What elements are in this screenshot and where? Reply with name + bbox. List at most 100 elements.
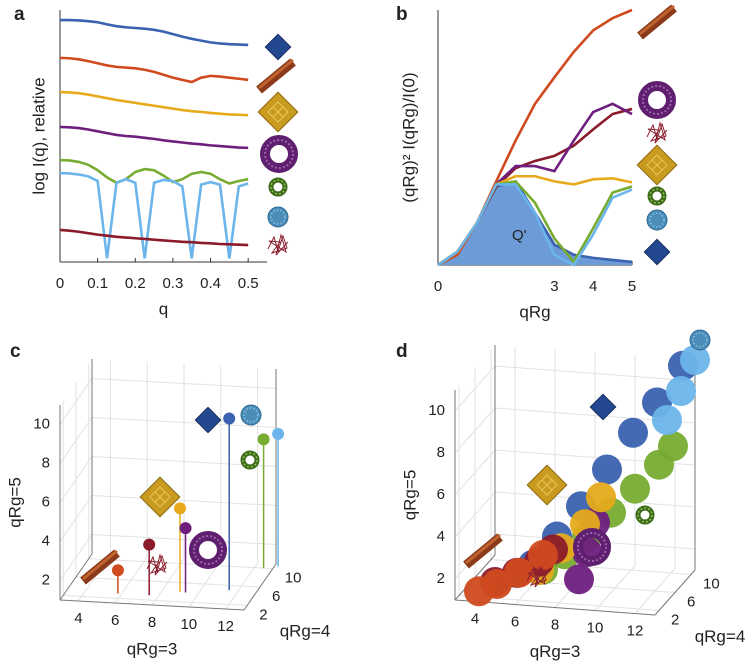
x-tick-label: 0.3 bbox=[162, 275, 183, 292]
point bbox=[658, 431, 688, 462]
shape-icon bbox=[265, 140, 293, 168]
point bbox=[504, 557, 534, 588]
y-axis-label: qRg=4 bbox=[280, 621, 331, 640]
x-tick-label: 3 bbox=[550, 278, 558, 295]
x-tick-label: 0.4 bbox=[200, 275, 221, 292]
shape-icon bbox=[638, 508, 652, 522]
grid-line bbox=[91, 534, 277, 545]
y-axis-label: log I(q), relative bbox=[29, 77, 48, 194]
y-tick-label: 10 bbox=[703, 575, 720, 592]
point bbox=[272, 427, 285, 440]
line bbox=[60, 18, 249, 47]
point bbox=[586, 482, 616, 513]
x-tick-label: 6 bbox=[511, 613, 519, 630]
x-tick-label: 12 bbox=[627, 622, 644, 639]
annotation: Q' bbox=[512, 227, 527, 244]
shape-icon bbox=[650, 189, 664, 203]
axis-box bbox=[654, 569, 696, 616]
z-tick-label: 8 bbox=[42, 454, 50, 471]
shape-icon bbox=[267, 206, 289, 228]
x-tick-label: 4 bbox=[471, 610, 479, 627]
point bbox=[174, 502, 186, 515]
x-tick-label: 0 bbox=[434, 278, 442, 295]
x-axis-label: qRg=3 bbox=[530, 642, 581, 661]
grid-line bbox=[91, 417, 277, 428]
x-tick-label: 0.5 bbox=[238, 275, 259, 292]
x-axis-label: qRg bbox=[519, 302, 550, 321]
point bbox=[223, 412, 236, 425]
z-tick-label: 6 bbox=[437, 486, 445, 503]
grid-line bbox=[59, 534, 93, 581]
grid-line bbox=[63, 594, 248, 606]
shape-icon bbox=[146, 554, 168, 576]
y-tick-label: 10 bbox=[285, 570, 302, 587]
grid-line bbox=[494, 365, 696, 382]
line bbox=[437, 183, 633, 267]
x-tick-label: 4 bbox=[589, 278, 597, 295]
grid-line bbox=[454, 407, 496, 454]
point bbox=[620, 473, 650, 504]
point bbox=[528, 540, 558, 570]
x-tick-label: 0 bbox=[56, 275, 64, 292]
y-axis-label: (qRg)² I(qRg)/I(0) bbox=[399, 72, 418, 202]
shape-icon bbox=[83, 551, 117, 581]
grid-line bbox=[454, 449, 496, 496]
point bbox=[179, 522, 192, 535]
shape-icon bbox=[194, 536, 222, 564]
grid-line bbox=[454, 365, 496, 412]
grid-line bbox=[454, 491, 496, 538]
grid-line bbox=[91, 378, 277, 389]
z-tick-label: 8 bbox=[437, 444, 445, 461]
y-tick-label: 2 bbox=[259, 606, 267, 623]
grid-line bbox=[91, 495, 277, 506]
line bbox=[59, 56, 249, 84]
x-tick-label: 5 bbox=[628, 278, 636, 295]
x-axis-label: qRg=3 bbox=[127, 639, 178, 658]
x-tick-label: 6 bbox=[111, 612, 119, 629]
shape-icon bbox=[643, 86, 671, 114]
x-tick-label: 8 bbox=[551, 616, 559, 633]
panel-label: d bbox=[396, 341, 408, 362]
shape-icon bbox=[643, 238, 671, 266]
line bbox=[59, 228, 249, 247]
z-tick-label: 2 bbox=[42, 571, 50, 588]
x-tick-label: 0.1 bbox=[87, 275, 108, 292]
x-axis-label: q bbox=[159, 299, 168, 318]
point bbox=[592, 454, 622, 485]
line bbox=[59, 125, 249, 150]
point bbox=[618, 417, 648, 448]
line bbox=[59, 171, 249, 259]
x-tick-label: 0.2 bbox=[125, 275, 146, 292]
grid-line bbox=[59, 456, 93, 503]
x-tick-label: 4 bbox=[74, 610, 82, 627]
shape-icon bbox=[689, 329, 711, 351]
grid-line bbox=[59, 417, 93, 464]
z-tick-label: 2 bbox=[437, 570, 445, 587]
shape-icon bbox=[646, 209, 668, 231]
shape-icon bbox=[240, 404, 262, 426]
shape-icon bbox=[646, 122, 668, 144]
shape-icon bbox=[243, 453, 257, 467]
shape-icon bbox=[139, 476, 181, 518]
point bbox=[564, 564, 594, 595]
shape-icon bbox=[271, 180, 285, 194]
shape-icon bbox=[259, 60, 293, 90]
shape-icon bbox=[636, 144, 678, 186]
x-tick-label: 10 bbox=[180, 616, 197, 633]
shape-icon bbox=[267, 234, 289, 256]
z-tick-label: 10 bbox=[428, 402, 445, 419]
point bbox=[111, 564, 124, 577]
z-tick-label: 10 bbox=[33, 415, 50, 432]
y-tick-label: 2 bbox=[671, 611, 679, 628]
z-tick-label: 6 bbox=[42, 493, 50, 510]
z-tick-label: 4 bbox=[42, 532, 50, 549]
line bbox=[59, 90, 249, 117]
x-tick-label: 12 bbox=[217, 618, 234, 635]
shape-icon bbox=[640, 6, 674, 36]
y-tick-label: 6 bbox=[272, 588, 280, 605]
point bbox=[680, 345, 710, 375]
panel-label: c bbox=[10, 341, 21, 362]
